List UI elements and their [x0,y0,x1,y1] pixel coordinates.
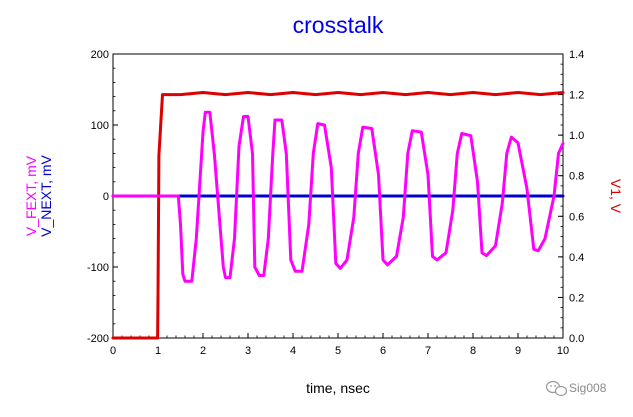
y-right-tick-label: 1.0 [569,130,584,142]
right-axis-label-text: V1, V [608,179,624,214]
chart-title: crosstalk [293,12,384,38]
x-tick-label: 10 [557,345,569,357]
series-line-v-fext [111,110,565,283]
y-left-tick-label: 200 [91,49,109,61]
y-right-tick-label: 0.4 [569,252,584,264]
right-y-axis: 1.4 1.2 1.0 0.8 0.6 0.4 0.2 0.0 [558,49,584,345]
left-axis-label-fext: V_FEXT, mV [23,155,39,236]
y-left-tick-label: -200 [87,333,109,345]
series-line-v1 [111,91,565,340]
x-tick-label: 0 [110,345,116,357]
x-tick-label: 6 [380,345,386,357]
x-axis: 0 1 2 3 4 5 6 7 8 9 10 [110,333,569,357]
series-layer [111,91,565,340]
y-right-tick-label: 0.6 [569,211,584,223]
x-tick-label: 1 [155,345,161,357]
left-y-axis: 200 100 0 -100 -200 [87,49,118,345]
x-tick-label: 8 [470,345,476,357]
x-tick-label: 5 [335,345,341,357]
y-right-tick-label: 0.8 [569,171,584,183]
y-right-tick-label: 1.2 [569,90,584,102]
y-left-tick-label: -100 [87,262,109,274]
watermark: Sig008 [545,380,607,397]
watermark-text: Sig008 [569,381,607,395]
y-right-tick-label: 0.0 [569,333,584,345]
y-left-tick-label: 100 [91,120,109,132]
y-right-tick-label: 0.2 [569,292,584,304]
right-axis-label: V1, V [608,179,624,214]
x-tick-label: 2 [200,345,206,357]
y-left-tick-label: 0 [103,191,109,203]
x-tick-label: 7 [425,345,431,357]
wechat-icon [545,380,568,397]
y-right-tick-label: 1.4 [569,49,584,61]
x-tick-label: 9 [515,345,521,357]
x-axis-label: time, nsec [306,380,370,396]
left-axis-label-next-text: V_NEXT, mV [38,155,54,237]
x-tick-label: 3 [245,345,251,357]
x-tick-label: 4 [290,345,296,357]
left-axis-label-fext-text: V_FEXT, mV [23,155,39,236]
left-axis-label-next: V_NEXT, mV [38,155,54,237]
